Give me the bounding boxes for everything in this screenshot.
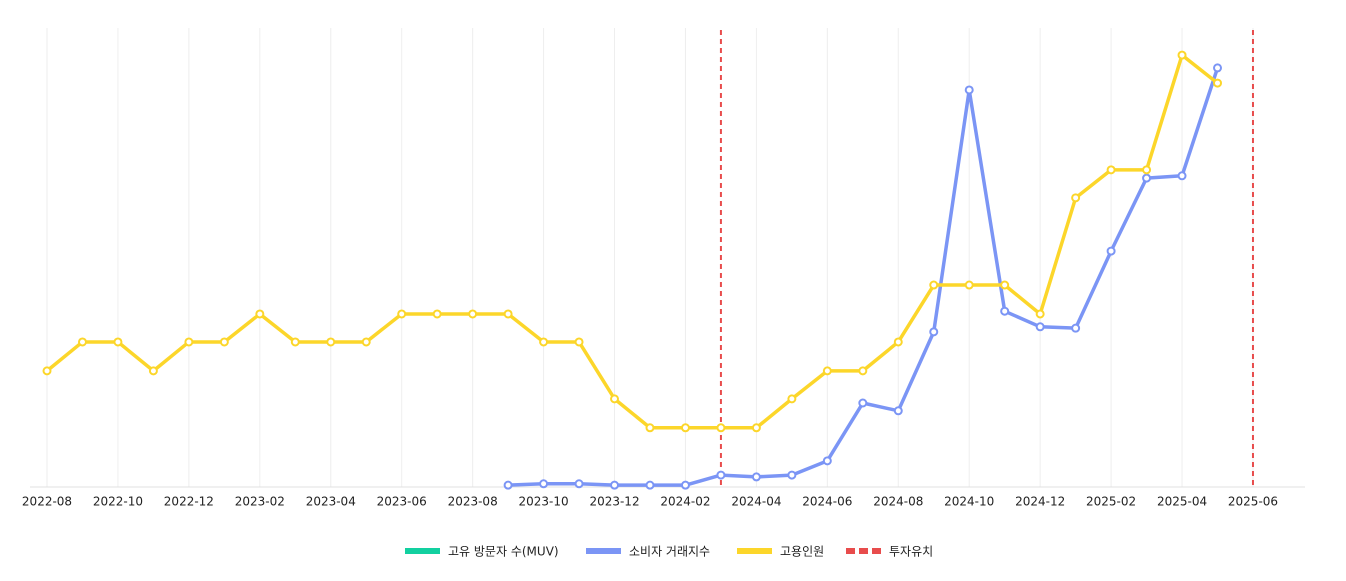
x-tick-label: 2022-08 xyxy=(22,495,72,509)
legend-label: 고유 방문자 수(MUV) xyxy=(448,545,559,559)
x-tick-label: 2023-02 xyxy=(235,495,285,509)
data-point xyxy=(964,85,974,95)
data-point xyxy=(1035,309,1045,319)
x-tick-label: 2022-10 xyxy=(93,495,143,509)
data-point xyxy=(397,309,407,319)
legend-label: 투자유치 xyxy=(889,545,933,559)
data-point xyxy=(1106,246,1116,256)
data-point xyxy=(1106,165,1116,175)
data-point xyxy=(574,479,584,489)
data-point xyxy=(893,337,903,347)
data-point xyxy=(1000,280,1010,290)
data-point xyxy=(1142,173,1152,183)
data-point xyxy=(858,366,868,376)
data-point xyxy=(680,480,690,490)
x-tick-label: 2022-12 xyxy=(164,495,214,509)
legend-swatch xyxy=(737,548,772,554)
data-point xyxy=(1177,50,1187,60)
data-point xyxy=(1071,323,1081,333)
data-point xyxy=(503,480,513,490)
data-point xyxy=(42,366,52,376)
data-point xyxy=(77,337,87,347)
data-point xyxy=(113,337,123,347)
legend-swatch xyxy=(586,548,621,554)
data-point xyxy=(751,472,761,482)
data-point xyxy=(574,337,584,347)
data-point xyxy=(822,456,832,466)
data-point xyxy=(1035,322,1045,332)
x-tick-label: 2024-12 xyxy=(1015,495,1065,509)
x-tick-label: 2023-04 xyxy=(306,495,356,509)
data-point xyxy=(964,280,974,290)
data-point xyxy=(645,480,655,490)
legend-label: 소비자 거래지수 xyxy=(629,545,710,559)
x-tick-label: 2024-02 xyxy=(660,495,710,509)
data-point xyxy=(787,470,797,480)
data-point xyxy=(1000,306,1010,316)
data-point xyxy=(680,423,690,433)
data-point xyxy=(503,309,513,319)
data-point xyxy=(787,394,797,404)
data-point xyxy=(1213,63,1223,73)
data-point xyxy=(610,394,620,404)
x-tick-label: 2025-06 xyxy=(1228,495,1278,509)
data-point xyxy=(1213,78,1223,88)
data-point xyxy=(1071,193,1081,203)
x-tick-label: 2023-08 xyxy=(448,495,498,509)
x-tick-label: 2024-06 xyxy=(802,495,852,509)
legend-swatch xyxy=(405,548,440,554)
data-point xyxy=(716,470,726,480)
data-point xyxy=(184,337,194,347)
data-point xyxy=(326,337,336,347)
data-point xyxy=(929,280,939,290)
data-point xyxy=(539,479,549,489)
x-tick-label: 2023-10 xyxy=(519,495,569,509)
data-point xyxy=(822,366,832,376)
x-tick-label: 2024-10 xyxy=(944,495,994,509)
series-line xyxy=(45,53,1219,430)
x-tick-label: 2025-04 xyxy=(1157,495,1207,509)
legend-label: 고용인원 xyxy=(780,545,824,559)
data-point xyxy=(468,309,478,319)
data-point xyxy=(610,480,620,490)
data-point xyxy=(361,337,371,347)
data-point xyxy=(893,406,903,416)
x-tick-label: 2023-06 xyxy=(377,495,427,509)
data-point xyxy=(219,337,229,347)
x-tick-label: 2023-12 xyxy=(589,495,639,509)
x-tick-label: 2024-04 xyxy=(731,495,781,509)
data-point xyxy=(751,423,761,433)
data-point xyxy=(432,309,442,319)
data-point xyxy=(148,366,158,376)
data-point xyxy=(1177,171,1187,181)
data-point xyxy=(539,337,549,347)
data-point xyxy=(255,309,265,319)
data-point xyxy=(645,423,655,433)
data-point xyxy=(1142,165,1152,175)
x-tick-label: 2024-08 xyxy=(873,495,923,509)
x-tick-label: 2025-02 xyxy=(1086,495,1136,509)
data-point xyxy=(858,398,868,408)
data-point xyxy=(929,327,939,337)
data-point xyxy=(290,337,300,347)
data-point xyxy=(716,423,726,433)
